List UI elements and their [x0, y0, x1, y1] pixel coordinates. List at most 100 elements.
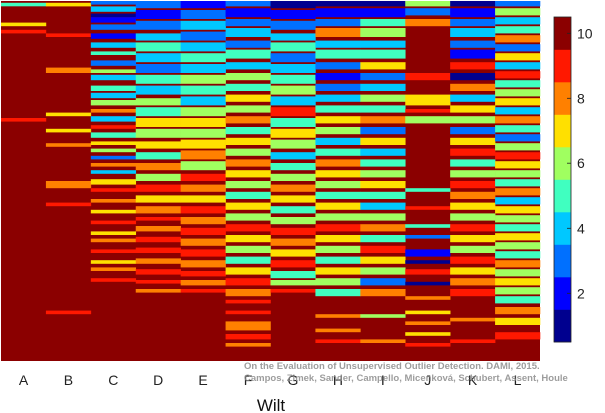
heatmap-cell: [405, 310, 451, 315]
heatmap-cell: [450, 28, 496, 37]
heatmap-cell: [135, 152, 181, 160]
heatmap-cell: [495, 116, 541, 124]
heatmap-cell: [495, 224, 541, 232]
heatmap-cell: [450, 137, 496, 145]
heatmap-cell: [135, 118, 181, 127]
colorbar: 2 4 6 8 10: [553, 16, 593, 343]
heatmap-cell: [135, 42, 181, 52]
heatmap-cell: [90, 188, 137, 192]
heatmap-cell: [180, 217, 226, 225]
heatmap-cell: [495, 17, 541, 25]
heatmap-cell: [315, 62, 361, 70]
heatmap-cell: [360, 213, 406, 221]
heatmap-cell: [405, 206, 451, 210]
heatmap-column-j: [405, 1, 451, 347]
heatmap-cell: [495, 188, 541, 196]
heatmap-cell: [135, 141, 181, 149]
heatmap-cell: [180, 64, 226, 73]
heatmap-cell: [180, 260, 226, 268]
heatmap-cell: [270, 195, 316, 203]
heatmap-cell: [270, 152, 316, 160]
heatmap-cell: [315, 289, 361, 297]
heatmap-cell: [450, 148, 496, 156]
heatmap-cell: [405, 116, 451, 124]
heatmap-cell: [45, 310, 92, 315]
heatmap-cell: [315, 314, 361, 318]
heatmap-cell: [180, 96, 226, 106]
heatmap-cell: [360, 289, 406, 297]
heatmap-cell: [270, 271, 316, 279]
heatmap-cell: [315, 213, 361, 221]
heatmap-cell: [45, 112, 92, 117]
heatmap-cell: [495, 152, 541, 160]
heatmap-cell: [135, 33, 181, 41]
heatmap-cell: [315, 40, 361, 48]
heatmap-cell: [1, 22, 47, 27]
heatmap-cell: [360, 127, 406, 135]
heatmap-cell: [360, 245, 406, 253]
colorbar-frame: [553, 16, 572, 343]
heatmap-cell: [495, 71, 541, 79]
heatmap-cell: [315, 235, 361, 243]
heatmap-cell: [315, 49, 361, 59]
heatmap-cell: [315, 1, 361, 7]
heatmap-cell: [45, 33, 92, 37]
heatmap-cell: [495, 35, 541, 43]
heatmap-cell: [270, 118, 316, 127]
citation-line-1: On the Evaluation of Unsupervised Outlie…: [244, 361, 540, 372]
heatmap-cell: [270, 10, 316, 19]
heatmap-cell: [495, 296, 541, 304]
heatmap-cell: [225, 8, 271, 18]
heatmap-cell: [135, 247, 181, 253]
heatmap-cell: [315, 116, 361, 124]
heatmap-cell: [135, 206, 181, 214]
heatmap-cell: [450, 191, 496, 199]
heatmap-cell: [180, 195, 226, 203]
heatmap-cell: [225, 235, 271, 243]
heatmap-cell: [495, 251, 541, 259]
heatmap-cell: [315, 245, 361, 253]
heatmap-cell: [1, 29, 47, 34]
heatmap-cell: [270, 238, 316, 246]
heatmap-cell: [225, 343, 271, 347]
heatmap-cell: [135, 289, 181, 293]
heatmap-cell: [135, 128, 181, 138]
heatmap-cell: [360, 181, 406, 189]
heatmap-cell: [495, 161, 541, 169]
heatmap-cell: [180, 20, 226, 30]
heatmap-cell: [225, 191, 271, 199]
heatmap-cell: [495, 143, 541, 151]
heatmap-cell: [135, 236, 181, 243]
heatmap-cell: [495, 107, 541, 115]
heatmap-cell: [225, 310, 271, 315]
heatmap-cell: [360, 148, 406, 156]
heatmap-cell: [180, 53, 226, 63]
heatmap-cell: [135, 163, 181, 171]
heatmap-cell: [495, 1, 541, 7]
x-tick-label: K: [468, 372, 478, 388]
heatmap-cell: [360, 73, 406, 81]
heatmap-cell: [45, 67, 92, 73]
heatmap-cell: [495, 278, 541, 286]
heatmap-cell: [90, 278, 137, 282]
colorbar-tick-label: 10: [577, 25, 593, 41]
heatmap-cell: [495, 8, 541, 16]
heatmap-cell: [495, 98, 541, 106]
x-tick-label: F: [244, 372, 253, 388]
heatmap-cell: [495, 260, 541, 268]
heatmap-cell: [405, 332, 451, 336]
heatmap-cell: [90, 1, 137, 5]
heatmap-cell: [495, 307, 541, 315]
heatmap-column-d: [135, 1, 181, 293]
heatmap-cell: [135, 280, 181, 284]
heatmap-cell: [270, 206, 316, 214]
heatmap-cell: [450, 278, 496, 286]
heatmap-column-c: [90, 1, 137, 282]
heatmap-cell: [90, 100, 137, 106]
heatmap-cell: [225, 73, 271, 81]
heatmap-cell: [405, 343, 451, 347]
heatmap-cell: [180, 249, 226, 257]
heatmap-cell: [180, 139, 226, 149]
heatmap-cell: [45, 202, 92, 207]
